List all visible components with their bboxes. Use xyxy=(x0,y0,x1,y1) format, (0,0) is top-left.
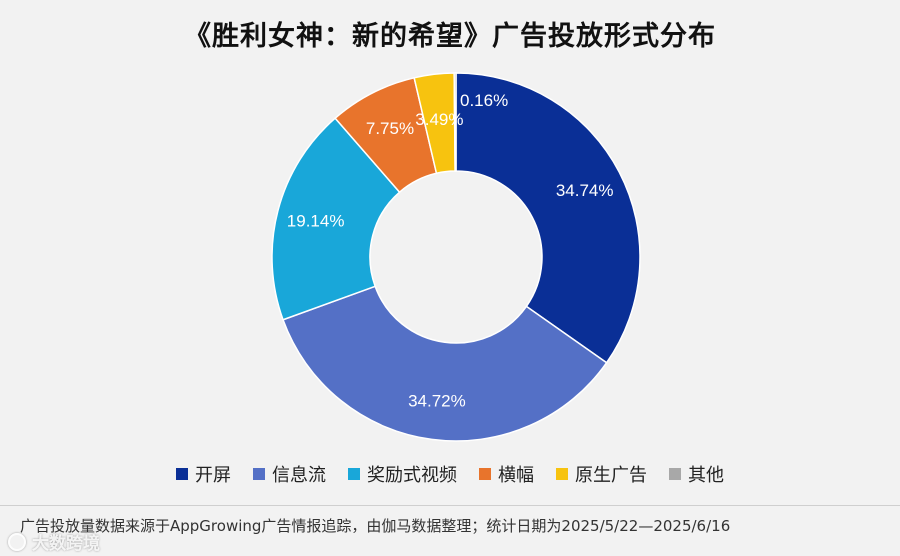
legend-swatch-xinxiliu xyxy=(253,468,265,480)
legend-swatch-banner xyxy=(479,468,491,480)
source-note: 广告投放量数据来源于AppGrowing广告情报追踪，由伽马数据整理；统计日期为… xyxy=(20,517,731,535)
slice-other xyxy=(453,72,457,172)
slice-xinxiliu xyxy=(282,285,608,442)
legend-label-kaiping: 开屏 xyxy=(195,465,231,486)
legend-label-other: 其他 xyxy=(688,465,724,486)
chart-title: 《胜利女神：新的希望》广告投放形式分布 xyxy=(184,21,716,52)
slice-kaiping xyxy=(455,72,641,364)
legend-item-xinxiliu: 信息流 xyxy=(253,461,326,487)
data-label-other: 0.16% xyxy=(460,91,508,110)
data-label-kaiping: 34.74% xyxy=(556,181,614,200)
legend-swatch-other xyxy=(669,468,681,480)
watermark: 大数跨境 xyxy=(8,529,100,554)
legend-item-native-ad: 原生广告 xyxy=(556,461,647,487)
legend-item-other: 其他 xyxy=(669,461,724,487)
legend-item-kaiping: 开屏 xyxy=(176,461,231,487)
footer-divider xyxy=(0,505,900,506)
legend-swatch-kaiping xyxy=(176,468,188,480)
watermark-text: 大数跨境 xyxy=(32,534,100,554)
chart-legend: 开屏 信息流 奖励式视频 横幅 原生广告 其他 xyxy=(0,461,900,487)
legend-item-reward-video: 奖励式视频 xyxy=(348,461,457,487)
data-label-xinxiliu: 34.72% xyxy=(408,392,466,411)
legend-swatch-reward-video xyxy=(348,468,360,480)
data-label-reward-video: 19.14% xyxy=(287,212,345,231)
legend-item-banner: 横幅 xyxy=(479,461,534,487)
watermark-logo-icon xyxy=(8,532,26,551)
data-label-native-ad: 3.49% xyxy=(415,110,463,129)
slice-reward-video xyxy=(271,117,401,321)
legend-label-xinxiliu: 信息流 xyxy=(272,465,326,486)
data-label-banner: 7.75% xyxy=(366,119,414,138)
legend-label-banner: 横幅 xyxy=(498,465,534,486)
legend-swatch-native-ad xyxy=(556,468,568,480)
legend-label-reward-video: 奖励式视频 xyxy=(367,465,457,486)
legend-label-native-ad: 原生广告 xyxy=(575,465,647,486)
